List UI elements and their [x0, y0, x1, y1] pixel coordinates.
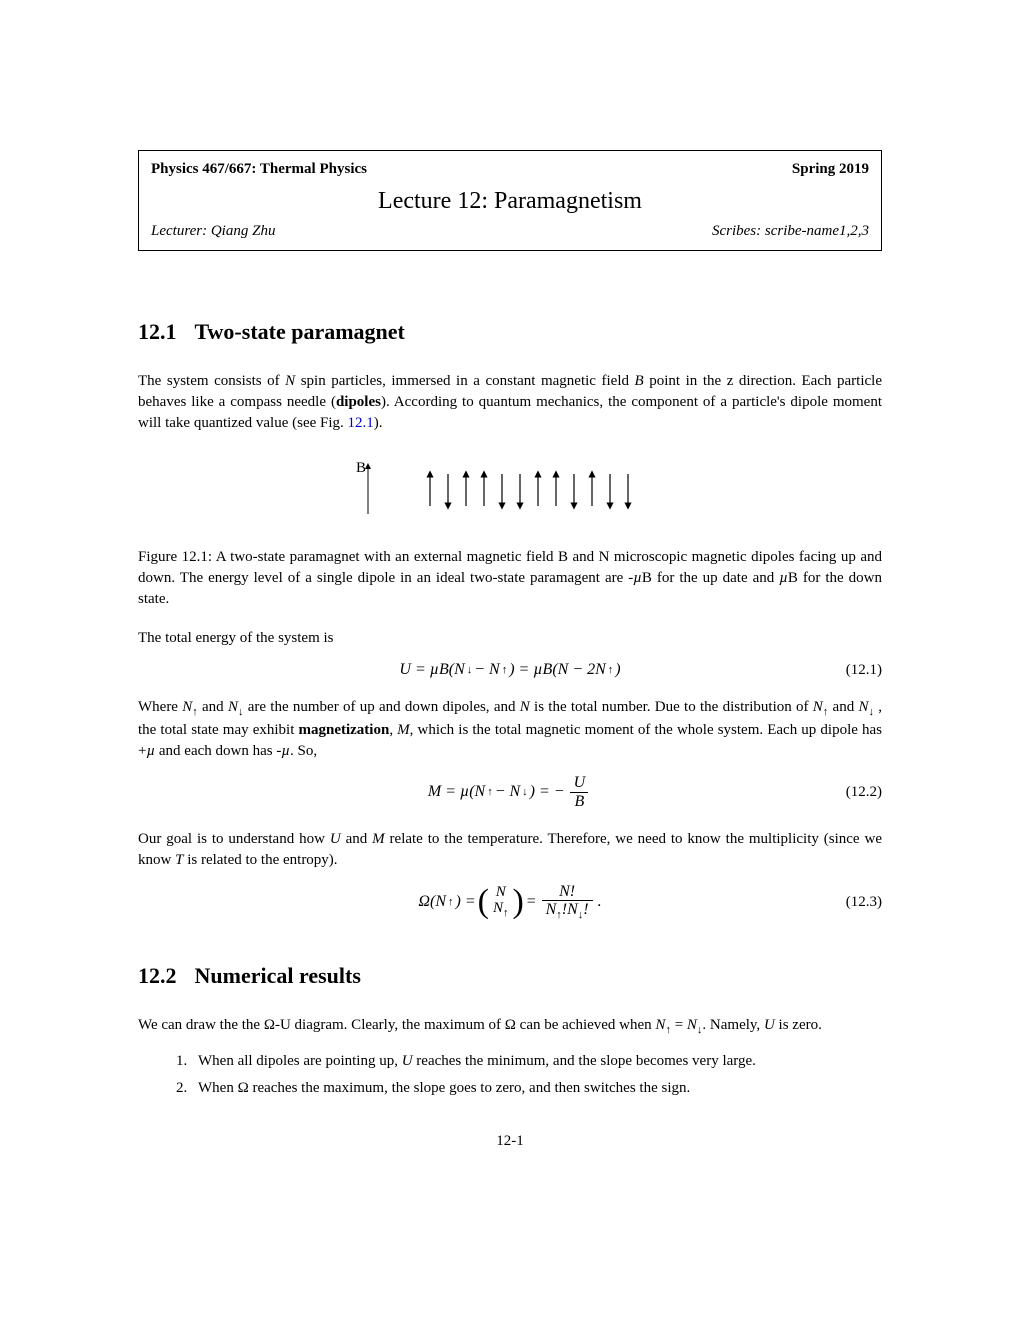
section-num: 12.1 — [138, 319, 177, 344]
equation-12-1: U = µB(N↓ − N↑) = µB(N − 2N↑) (12.1) — [138, 661, 882, 679]
figure-caption: Figure 12.1: A two-state paramagnet with… — [138, 547, 882, 610]
eq-content: U = µB(N↓ − N↑) = µB(N − 2N↑) — [399, 661, 620, 679]
lecture-title: Lecture 12: Paramagnetism — [151, 188, 869, 215]
course-code: Physics 467/667: Thermal Physics — [151, 161, 367, 178]
eq-num: (12.1) — [621, 662, 882, 679]
section-12-2-heading: 12.2 Numerical results — [138, 963, 882, 989]
lecturer-label: Lecturer: Qiang Zhu — [151, 223, 275, 240]
figure-12-1: B — [138, 454, 882, 529]
eq-num: (12.3) — [602, 894, 882, 911]
term-label: Spring 2019 — [792, 161, 869, 178]
dipoles-bold: dipoles — [336, 394, 381, 410]
header-box: Physics 467/667: Thermal Physics Spring … — [138, 150, 882, 251]
header-bottom: Lecturer: Qiang Zhu Scribes: scribe-name… — [151, 223, 869, 240]
left-paren: ( — [478, 887, 489, 918]
eq-content: M = µ(N↑ − N↓) = − U B — [428, 774, 592, 810]
svg-text:B: B — [356, 460, 366, 476]
scribes-label: Scribes: scribe-name1,2,3 — [712, 223, 869, 240]
equation-12-2: M = µ(N↑ − N↓) = − U B (12.2) — [138, 774, 882, 810]
var-N: N — [285, 373, 295, 389]
total-energy-label: The total energy of the system is — [138, 628, 882, 649]
section-12-1-heading: 12.1 Two-state paramagnet — [138, 319, 882, 345]
paramagnet-diagram: B — [340, 454, 680, 524]
binomial: N N↑ — [493, 885, 509, 919]
goal-paragraph: Our goal is to understand how U and M re… — [138, 829, 882, 871]
fraction: N! N↑!N↓! — [542, 883, 593, 922]
section-title: Two-state paramagnet — [195, 319, 405, 344]
fraction: U B — [570, 774, 590, 810]
header-top: Physics 467/667: Thermal Physics Spring … — [151, 161, 869, 178]
right-paren: ) — [512, 887, 523, 918]
page-number: 12-1 — [138, 1133, 882, 1150]
list-item: 2.When Ω reaches the maximum, the slope … — [176, 1080, 882, 1097]
magnetization-paragraph: Where N↑ and N↓ are the number of up and… — [138, 697, 882, 762]
fig-link[interactable]: 12.1 — [348, 415, 374, 431]
magnetization-bold: magnetization — [298, 722, 389, 738]
var-B: B — [635, 373, 644, 389]
numerical-paragraph: We can draw the the Ω-U diagram. Clearly… — [138, 1015, 882, 1038]
list-item: 1.When all dipoles are pointing up, U re… — [176, 1053, 882, 1070]
equation-12-3: Ω(N↑) = ( N N↑ ) = N! N↑!N↓! . (12.3) — [138, 883, 882, 922]
eq-num: (12.2) — [592, 784, 882, 801]
intro-paragraph: The system consists of N spin particles,… — [138, 371, 882, 434]
eq-content: Ω(N↑) = ( N N↑ ) = N! N↑!N↓! . — [418, 883, 601, 922]
numbered-list: 1.When all dipoles are pointing up, U re… — [176, 1053, 882, 1097]
section-num: 12.2 — [138, 963, 177, 988]
section-title: Numerical results — [195, 963, 361, 988]
